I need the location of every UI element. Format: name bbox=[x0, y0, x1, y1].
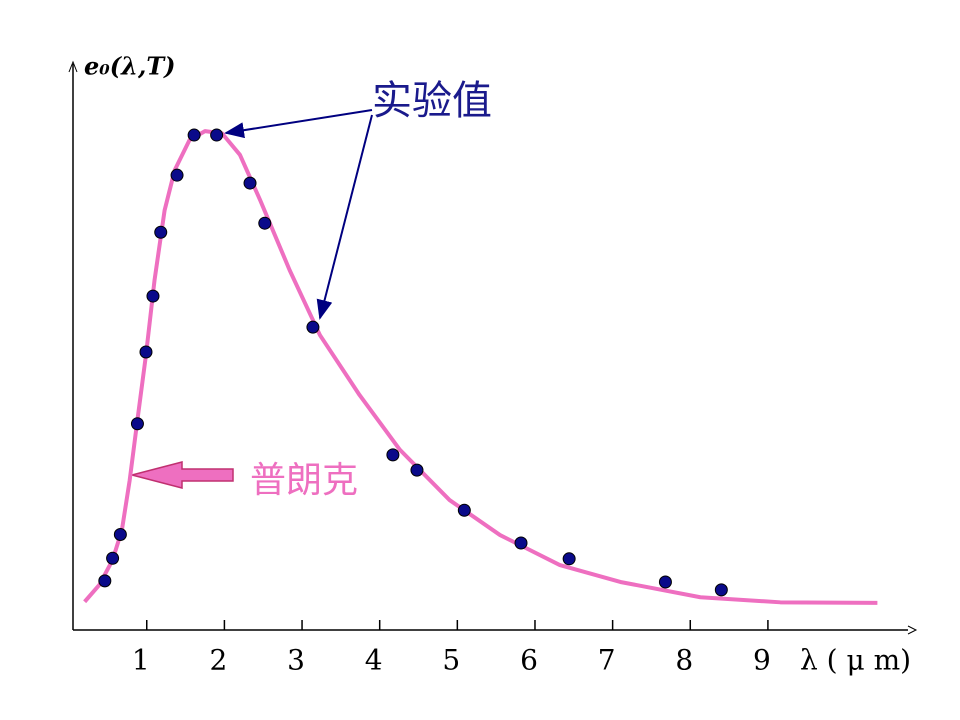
data-point bbox=[113, 528, 127, 542]
annotation: 普朗克 bbox=[250, 460, 358, 501]
data-point bbox=[514, 536, 528, 550]
data-point bbox=[562, 552, 576, 566]
data-point bbox=[210, 128, 224, 142]
annotation-arrow bbox=[224, 109, 373, 139]
data-point bbox=[146, 289, 160, 303]
data-point bbox=[410, 463, 424, 477]
data-point bbox=[714, 583, 728, 597]
x-tick-label: 7 bbox=[598, 644, 616, 677]
data-point bbox=[154, 225, 168, 239]
data-point bbox=[457, 503, 471, 517]
annotation: 实验值 bbox=[372, 78, 492, 124]
x-tick-label: 2 bbox=[209, 644, 227, 677]
annotation-arrow bbox=[316, 114, 373, 320]
data-point bbox=[658, 575, 672, 589]
x-tick-label: 6 bbox=[520, 644, 538, 677]
x-axis-label: λ ( μ m) bbox=[800, 644, 911, 677]
x-tick-label: 3 bbox=[287, 644, 305, 677]
x-tick-label: 1 bbox=[132, 644, 150, 677]
x-tick-label: 5 bbox=[442, 644, 460, 677]
data-point bbox=[306, 320, 320, 334]
data-point bbox=[386, 448, 400, 462]
data-point bbox=[243, 176, 257, 190]
data-point bbox=[98, 574, 112, 588]
y-axis-arrow bbox=[68, 60, 78, 73]
data-point bbox=[139, 345, 153, 359]
y-axis-label: e₀(λ,T) bbox=[84, 52, 176, 81]
data-point bbox=[170, 168, 184, 182]
x-tick-label: 8 bbox=[675, 644, 693, 677]
x-tick-label: 4 bbox=[365, 644, 383, 677]
x-tick-label: 9 bbox=[753, 644, 771, 677]
data-point bbox=[106, 551, 120, 565]
x-axis-arrow bbox=[907, 625, 918, 635]
curve bbox=[83, 129, 878, 605]
annotation-arrow bbox=[129, 461, 234, 489]
data-point bbox=[130, 417, 144, 431]
data-point bbox=[187, 128, 201, 142]
data-point bbox=[258, 216, 272, 230]
